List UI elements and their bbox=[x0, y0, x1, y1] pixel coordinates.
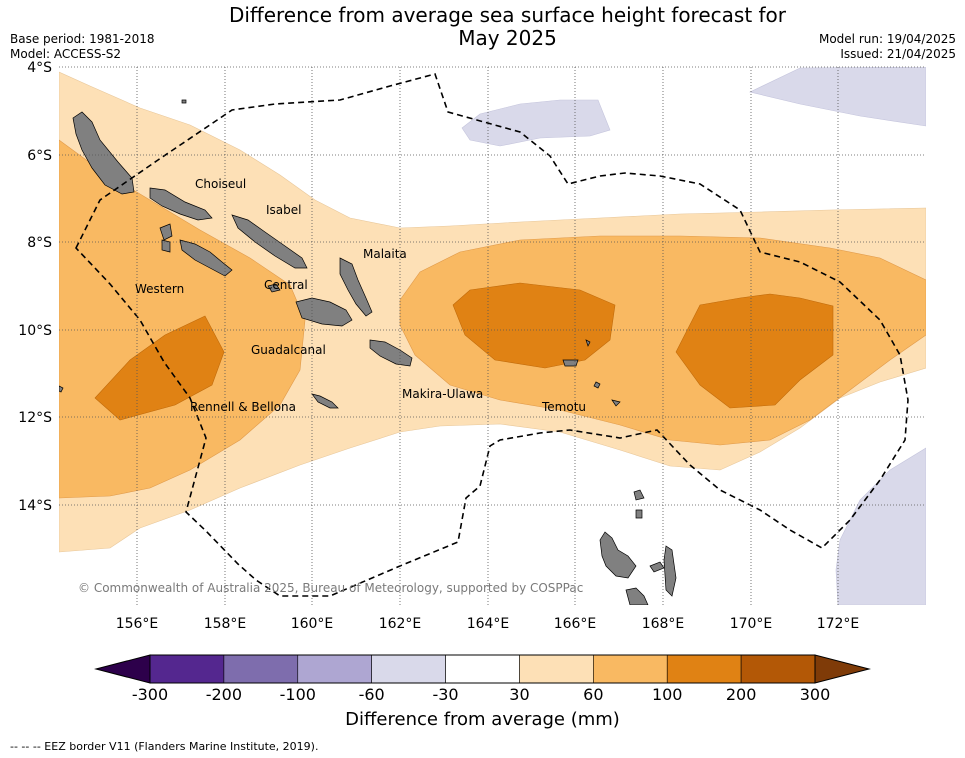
colorbar-label: Difference from average (mm) bbox=[345, 709, 620, 730]
santa-cruz-island bbox=[562, 359, 579, 367]
lon-label-172e: 172°E bbox=[817, 616, 860, 632]
vella-lavella-island bbox=[159, 223, 173, 241]
lat-label-4s: 4°S bbox=[27, 60, 52, 76]
land-masses bbox=[59, 99, 677, 605]
central-islands bbox=[267, 283, 281, 293]
colorbar-segment bbox=[593, 654, 668, 684]
islet-sw bbox=[59, 385, 64, 393]
lon-label-164e: 164°E bbox=[467, 616, 510, 632]
place-label-western: Western bbox=[135, 282, 184, 296]
colorbar-frame bbox=[149, 654, 816, 684]
title-line-1: Difference from average sea surface heig… bbox=[228, 3, 787, 27]
base-period-text: Base period: 1981-2018 bbox=[10, 32, 155, 46]
colorbar-segment bbox=[371, 654, 446, 684]
place-label-malaita: Malaita bbox=[363, 247, 407, 261]
place-label-temotu: Temotu bbox=[541, 400, 586, 414]
colorbar-segment bbox=[519, 654, 594, 684]
guadalcanal-island bbox=[295, 297, 353, 327]
colorbar-segment bbox=[666, 654, 742, 684]
temotu-island-3 bbox=[593, 381, 601, 389]
title-line-2: May 2025 bbox=[458, 26, 557, 50]
choiseul-island bbox=[149, 187, 213, 221]
vanuatu-pentecost bbox=[663, 545, 677, 597]
colorbar-tick-label: 60 bbox=[583, 685, 604, 704]
temotu-island-2 bbox=[585, 339, 591, 347]
colorbar-tick-label: 30 bbox=[509, 685, 530, 704]
lon-label-158e: 158°E bbox=[204, 616, 247, 632]
anomaly-100-200-region-east bbox=[675, 293, 834, 409]
lon-label-170e: 170°E bbox=[730, 616, 773, 632]
anomaly-neg-region-northeast bbox=[749, 67, 926, 127]
lat-label-6s: 6°S bbox=[27, 148, 52, 164]
graticule bbox=[59, 66, 926, 605]
vanuatu-espiritu-santo bbox=[599, 531, 637, 579]
place-label-rennell-bellona: Rennell & Bellona bbox=[190, 400, 296, 414]
makira-island bbox=[369, 339, 413, 367]
lat-labels: 4°S 6°S 8°S 10°S 12°S 14°S bbox=[18, 60, 52, 514]
lon-label-160e: 160°E bbox=[291, 616, 334, 632]
place-label-central: Central bbox=[264, 278, 308, 292]
lon-label-166e: 166°E bbox=[554, 616, 597, 632]
place-label-isabel: Isabel bbox=[266, 203, 301, 217]
place-label-makira-ulawa: Makira-Ulawa bbox=[402, 387, 483, 401]
colorbar-extend-low bbox=[94, 654, 151, 684]
eez-border bbox=[75, 73, 909, 597]
issued-text: Issued: 21/04/2025 bbox=[840, 47, 956, 61]
colorbar-segment bbox=[740, 654, 816, 684]
vanuatu-ambae bbox=[649, 561, 665, 573]
rennell-island bbox=[311, 393, 339, 409]
isabel-island bbox=[231, 214, 308, 269]
lon-label-168e: 168°E bbox=[642, 616, 685, 632]
colorbar bbox=[94, 654, 871, 684]
anomaly-100-200-region-center bbox=[452, 282, 616, 369]
colorbar-tick-label: -30 bbox=[432, 685, 459, 704]
colorbar-tick-label: 200 bbox=[725, 685, 757, 704]
lon-labels: 156°E 158°E 160°E 162°E 164°E 166°E 168°… bbox=[116, 616, 860, 632]
colorbar-segment bbox=[445, 654, 520, 684]
place-label-choiseul: Choiseul bbox=[195, 177, 246, 191]
lat-label-14s: 14°S bbox=[18, 498, 52, 514]
kolombangara-island bbox=[161, 239, 171, 253]
eez-footnote: -- -- -- EEZ border V11 (Flanders Marine… bbox=[10, 740, 319, 753]
colorbar-tick-label: -60 bbox=[358, 685, 385, 704]
malaita-island bbox=[339, 257, 373, 317]
colorbar-tick-label: -300 bbox=[131, 685, 169, 704]
model-run-text: Model run: 19/04/2025 bbox=[818, 32, 956, 46]
lon-label-156e: 156°E bbox=[116, 616, 159, 632]
colorbar-extend-high bbox=[814, 654, 871, 684]
colorbar-tick-label: 300 bbox=[799, 685, 831, 704]
colorbar-tick-label: -100 bbox=[279, 685, 316, 704]
vanuatu-banks-islands bbox=[633, 489, 645, 501]
meta-right: Model run: 19/04/2025 Issued: 21/04/2025 bbox=[819, 32, 956, 62]
place-label-guadalcanal: Guadalcanal bbox=[251, 343, 326, 357]
anomaly-neg-region-southeast bbox=[835, 447, 926, 605]
temotu-island-4 bbox=[611, 399, 621, 407]
colorbar-segments bbox=[149, 654, 816, 684]
new-georgia-island bbox=[179, 239, 233, 277]
anomaly-100-200-region-west bbox=[94, 315, 225, 421]
anomaly-neg-region-north bbox=[461, 99, 611, 147]
meta-left: Base period: 1981-2018 Model: ACCESS-S2 bbox=[10, 32, 155, 62]
lat-label-12s: 12°S bbox=[18, 410, 52, 426]
place-labels: Choiseul Isabel Malaita Western Central … bbox=[135, 177, 586, 414]
lat-label-8s: 8°S bbox=[27, 235, 52, 251]
map-svg: 4°S 6°S 8°S 10°S 12°S 14°S 156°E 158°E 1… bbox=[18, 60, 926, 632]
colorbar-segment bbox=[149, 654, 225, 684]
bougainville-island bbox=[72, 111, 135, 195]
lon-label-162e: 162°E bbox=[379, 616, 422, 632]
colorbar-segment bbox=[223, 654, 299, 684]
islet-north-1 bbox=[181, 99, 187, 104]
vanuatu-small-islands bbox=[635, 509, 643, 519]
colorbar-segment bbox=[297, 654, 372, 684]
vanuatu-malekula bbox=[625, 587, 649, 605]
colorbar-tick-label: 100 bbox=[651, 685, 683, 704]
copyright-text: © Commonwealth of Australia 2025, Bureau… bbox=[78, 581, 583, 595]
map: 4°S 6°S 8°S 10°S 12°S 14°S 156°E 158°E 1… bbox=[18, 60, 926, 632]
colorbar-tick-label: -200 bbox=[205, 685, 243, 704]
map-title: Difference from average sea surface heig… bbox=[0, 4, 965, 50]
model-text: Model: ACCESS-S2 bbox=[10, 47, 122, 61]
lat-label-10s: 10°S bbox=[18, 323, 52, 339]
